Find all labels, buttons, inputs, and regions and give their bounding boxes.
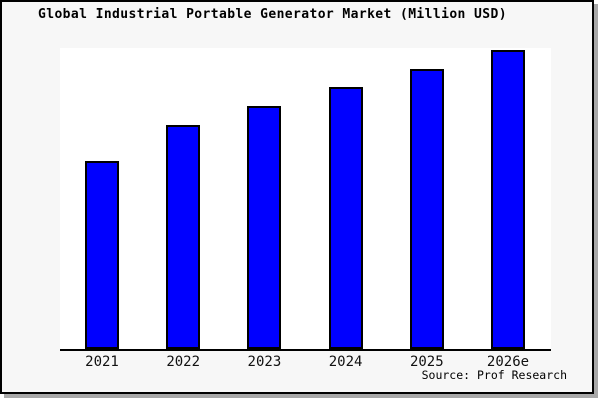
- plot-area: [60, 48, 551, 351]
- bar-2022: [166, 125, 200, 349]
- x-axis-label-2023: 2023: [247, 354, 282, 370]
- bar-2023: [247, 106, 281, 349]
- x-axis-label-2024: 2024: [328, 354, 363, 370]
- bar-2026e: [491, 50, 525, 349]
- x-axis-label-2021: 2021: [85, 354, 119, 370]
- source-credit: Source: Prof Research: [421, 368, 567, 382]
- x-axis-label-2025: 2025: [409, 354, 444, 370]
- bar-2021: [85, 161, 119, 349]
- bar-2024: [329, 87, 363, 349]
- chart-title: Global Industrial Portable Generator Mar…: [38, 7, 507, 22]
- x-axis-label-2022: 2022: [166, 354, 201, 370]
- bar-2025: [410, 69, 444, 349]
- x-axis-label-2026e: 2026e: [486, 354, 530, 370]
